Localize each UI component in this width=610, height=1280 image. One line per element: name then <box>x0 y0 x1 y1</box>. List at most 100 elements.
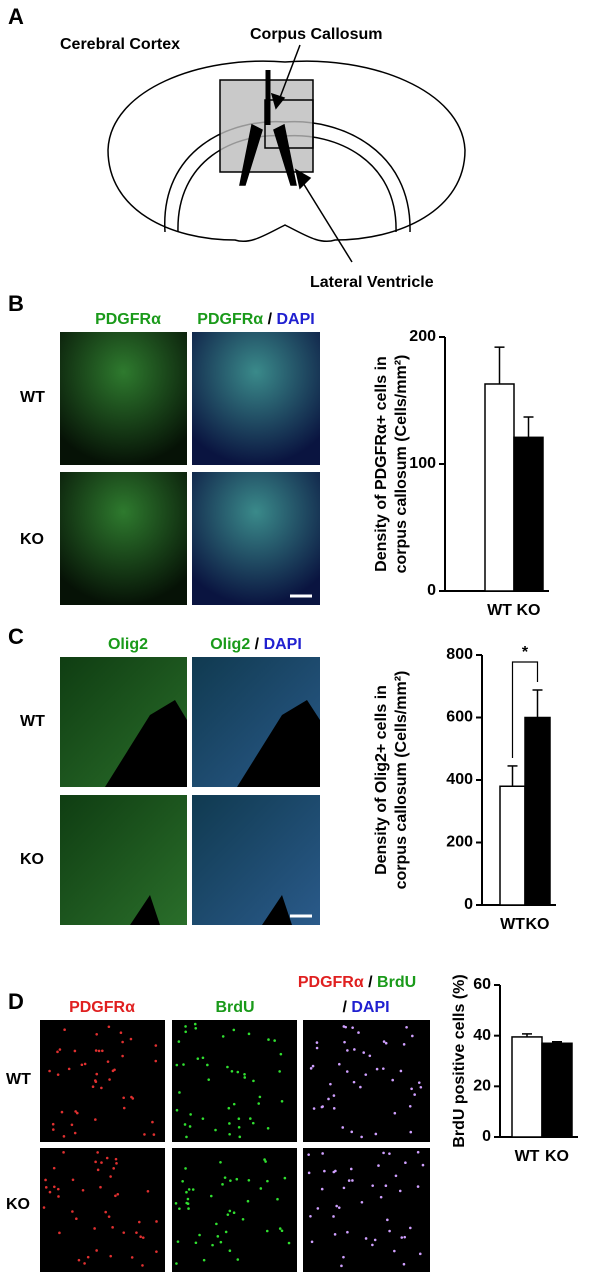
cell-dot <box>416 1150 420 1154</box>
y-axis-label: BrdU positive cells (%) <box>451 974 468 1147</box>
row-label: WT <box>6 1071 31 1088</box>
cell-dot <box>130 1095 133 1099</box>
cell-dot <box>315 1041 319 1044</box>
cell-dot <box>257 1102 261 1105</box>
cell-dot <box>73 1049 77 1053</box>
cell-dot <box>333 1233 337 1236</box>
y-tick-label: 100 <box>409 455 436 472</box>
cell-dot <box>353 1048 356 1051</box>
cell-dot <box>215 1222 218 1226</box>
cell-dot <box>67 1067 71 1071</box>
micrographs <box>60 332 320 605</box>
cell-dot <box>114 1194 117 1198</box>
cell-dot <box>352 1080 356 1084</box>
cell-dot <box>321 1105 324 1108</box>
cell-dot <box>388 1152 391 1155</box>
cell-dot <box>226 1065 229 1069</box>
y-tick-label: 800 <box>446 646 473 663</box>
cell-dot <box>187 1207 190 1210</box>
cell-dot <box>94 1118 97 1121</box>
cell-dot <box>228 1132 231 1136</box>
cell-dot <box>263 1158 266 1161</box>
cell-dot <box>264 1160 267 1163</box>
row-label: KO <box>20 531 44 548</box>
cell-dot <box>104 1210 107 1214</box>
cell-dot <box>44 1186 48 1189</box>
y-tick-label: 20 <box>473 1078 491 1095</box>
cell-dot <box>411 1034 414 1038</box>
cell-dot <box>214 1128 217 1132</box>
cell-dot <box>99 1185 102 1189</box>
cell-dot <box>100 1161 103 1164</box>
cell-dot <box>56 1050 59 1054</box>
cell-dot <box>311 1064 315 1068</box>
cell-dot <box>416 1185 420 1188</box>
cell-dot <box>232 1211 236 1215</box>
cell-dot <box>227 1106 231 1110</box>
y-axis-label: Density of Olig2+ cells in <box>373 685 390 875</box>
cell-dot <box>266 1179 269 1183</box>
bar <box>499 785 526 906</box>
row-label: WT <box>20 389 45 406</box>
cell-dot <box>232 1102 236 1106</box>
y-axis-label: corpus callosum (Cells/mm²) <box>393 671 410 890</box>
cell-dot <box>112 1167 115 1170</box>
cell-dot <box>342 1255 345 1259</box>
cell-dot <box>335 1204 338 1208</box>
cell-dot <box>276 1197 279 1201</box>
cell-dot <box>398 1189 402 1193</box>
cell-dot <box>75 1217 78 1221</box>
cell-dot <box>310 1240 314 1244</box>
cell-dot <box>56 1073 60 1076</box>
panel-label: A <box>8 4 24 29</box>
cell-dot <box>101 1049 104 1053</box>
row-label: KO <box>20 851 44 868</box>
cell-dot <box>113 1068 116 1072</box>
cell-dot <box>235 1177 239 1181</box>
cell-dot <box>116 1192 120 1196</box>
cell-dot <box>175 1262 178 1265</box>
cell-dot <box>129 1037 133 1041</box>
bar <box>513 436 544 592</box>
cell-dot <box>106 1060 110 1063</box>
cell-dot <box>384 1184 388 1188</box>
cell-dot <box>211 1243 214 1247</box>
cell-dot <box>184 1167 187 1170</box>
cell-dot <box>73 1131 77 1135</box>
cell-dot <box>178 1091 181 1094</box>
cell-dot <box>287 1241 291 1245</box>
cell-dot <box>309 1214 312 1218</box>
cell-dot <box>279 1052 283 1056</box>
diagram-label: Cerebral Cortex <box>60 36 180 53</box>
cell-dot <box>327 1097 330 1101</box>
cell-dot <box>71 1210 74 1213</box>
cell-dot <box>151 1120 154 1124</box>
y-tick-label: 40 <box>473 1027 491 1044</box>
cell-dot <box>334 1169 337 1173</box>
cell-dot <box>364 1073 368 1076</box>
separator: / <box>263 311 276 328</box>
cell-dot <box>280 1229 284 1233</box>
cell-dot <box>119 1031 123 1035</box>
cell-dot <box>357 1031 360 1034</box>
cell-dot <box>155 1250 158 1253</box>
cell-dot <box>309 1067 313 1070</box>
cell-dot <box>143 1133 146 1136</box>
cell-dot <box>379 1195 383 1199</box>
separator: / <box>364 974 377 991</box>
cell-dot <box>174 1202 178 1205</box>
y-tick-label: 0 <box>464 896 473 913</box>
cell-dot <box>362 1051 366 1054</box>
cell-dot <box>80 1063 84 1067</box>
y-tick-label: 0 <box>427 582 436 599</box>
cell-dot <box>95 1249 98 1252</box>
cell-dot <box>247 1178 251 1182</box>
cell-dot <box>95 1072 99 1076</box>
cell-dot <box>252 1079 255 1083</box>
cell-dot <box>189 1113 192 1116</box>
cell-dot <box>221 1183 224 1186</box>
cell-dot <box>399 1069 403 1073</box>
cell-dot <box>114 1157 118 1161</box>
panel-label: B <box>8 291 24 316</box>
cell-dot <box>52 1128 55 1131</box>
